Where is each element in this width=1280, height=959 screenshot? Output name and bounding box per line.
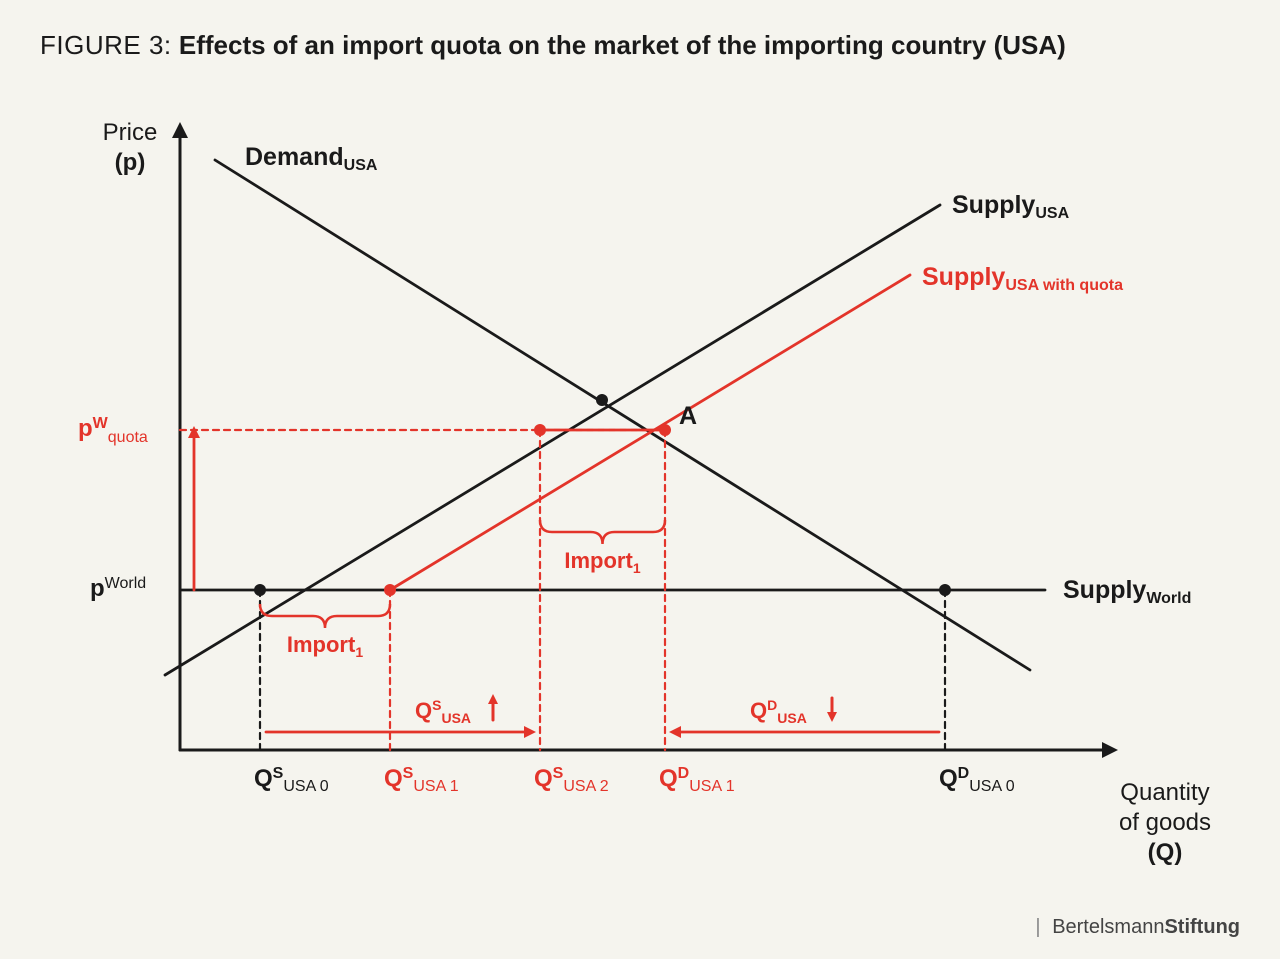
svg-text:pWorld: pWorld <box>90 575 146 602</box>
svg-text:QSUSA 1: QSUSA 1 <box>384 765 459 795</box>
svg-text:A: A <box>679 402 697 430</box>
svg-text:SupplyWorld: SupplyWorld <box>1063 576 1191 607</box>
footer-credit: | BertelsmannStiftung <box>1035 916 1240 939</box>
svg-text:Import1: Import1 <box>287 632 363 660</box>
figure-title: Effects of an import quota on the market… <box>179 30 1066 60</box>
svg-text:QSUSA 2: QSUSA 2 <box>534 765 609 795</box>
svg-text:QSUSA 0: QSUSA 0 <box>254 765 329 795</box>
svg-text:SupplyUSA with quota: SupplyUSA with quota <box>922 263 1123 294</box>
svg-text:Quantity: Quantity <box>1120 779 1209 806</box>
chart-svg: Price (p) Quantity of goods (Q) SupplyWorld De… <box>40 110 1240 870</box>
svg-text:of goods: of goods <box>1119 809 1211 836</box>
svg-text:Price: Price <box>103 119 158 146</box>
footer-brand-thin: Bertelsmann <box>1052 916 1164 938</box>
svg-text:(Q): (Q) <box>1148 839 1183 866</box>
svg-text:DemandUSA: DemandUSA <box>245 143 378 174</box>
svg-text:SupplyUSA: SupplyUSA <box>952 191 1070 222</box>
figure-number: FIGURE 3: <box>40 30 172 60</box>
figure-header: FIGURE 3: Effects of an import quota on … <box>40 30 1066 61</box>
svg-text:QDUSA 1: QDUSA 1 <box>659 765 735 795</box>
chart-container: Price (p) Quantity of goods (Q) SupplyWorld De… <box>40 110 1240 870</box>
svg-text:QSUSA: QSUSA <box>415 697 471 726</box>
svg-text:QDUSA: QDUSA <box>750 697 807 726</box>
svg-text:Import1: Import1 <box>564 548 640 576</box>
svg-text:pWquota: pWquota <box>78 415 148 446</box>
footer-brand-bold: Stiftung <box>1164 916 1240 938</box>
svg-text:(p): (p) <box>115 149 146 176</box>
svg-text:QDUSA 0: QDUSA 0 <box>939 765 1015 795</box>
